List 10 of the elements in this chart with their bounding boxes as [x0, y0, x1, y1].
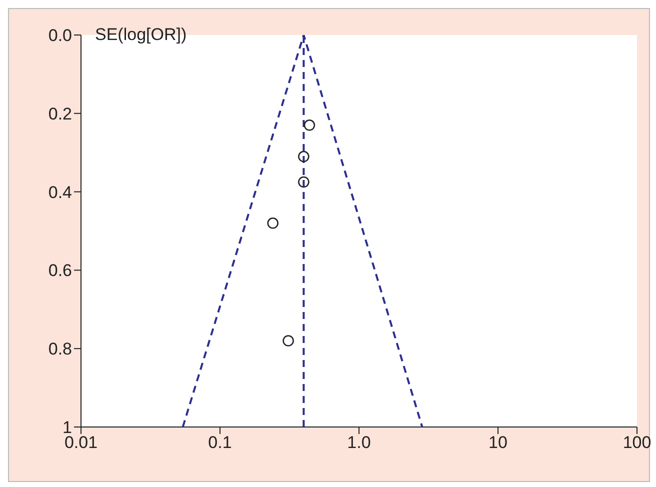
x-tick-label: 100 [622, 433, 652, 452]
y-tick-label: 0.6 [48, 261, 72, 280]
y-axis-title: SE(log[OR]) [95, 25, 187, 45]
y-tick-label: 0.2 [48, 104, 72, 124]
x-tick-label: 10 [488, 433, 508, 452]
x-tick-label: 1.0 [347, 433, 371, 452]
y-tick-label: 0.4 [48, 182, 72, 202]
y-tick-label: 0.8 [48, 340, 72, 359]
x-tick-label: 0.1 [208, 433, 232, 452]
y-tick-label: 0.0 [48, 26, 72, 46]
